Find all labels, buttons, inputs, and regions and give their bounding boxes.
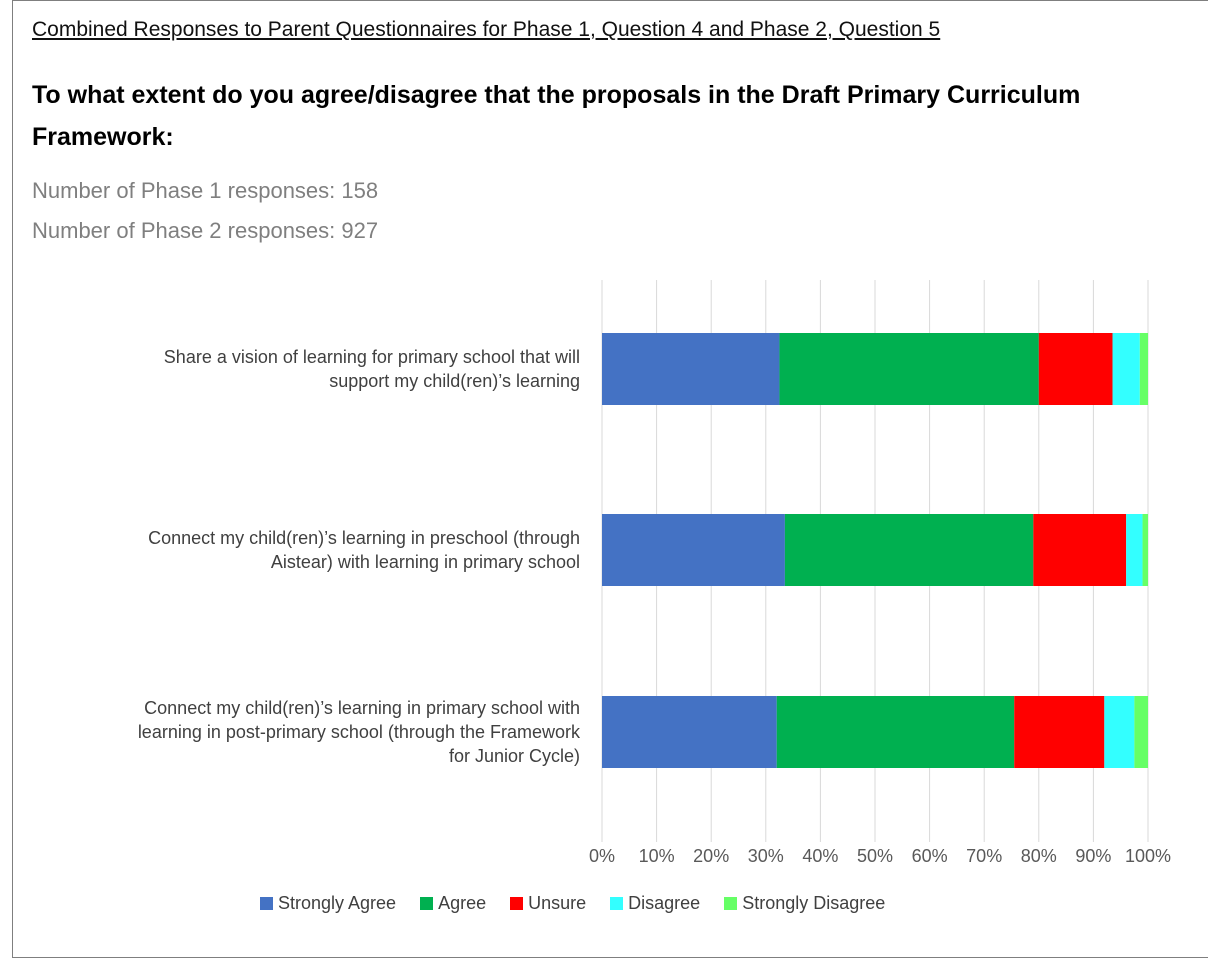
x-tick-label: 0%	[589, 846, 615, 866]
legend-swatch	[260, 897, 273, 910]
phase2-count: Number of Phase 2 responses: 927	[32, 218, 379, 243]
bar-1-1	[784, 514, 1034, 586]
bar-2-1	[776, 696, 1015, 768]
bar-0-3	[1112, 333, 1140, 405]
legend-item: Strongly Disagree	[724, 893, 885, 914]
legend-swatch	[510, 897, 524, 910]
bar-1-4	[1142, 514, 1148, 586]
x-tick-label: 80%	[1021, 846, 1057, 866]
chart-legend: Strongly Agree Agree Unsure Disagree Strongl…	[260, 893, 909, 914]
x-tick-label: 90%	[1075, 846, 1111, 866]
bar-1-0	[602, 514, 785, 586]
bar-0-2	[1038, 333, 1113, 405]
bar-1-2	[1033, 514, 1127, 586]
legend-label: Unsure	[528, 893, 587, 913]
bar-1-3	[1126, 514, 1143, 586]
legend-label: Strongly Disagree	[742, 893, 886, 913]
x-tick-label: 100%	[1125, 846, 1171, 866]
x-tick-label: 40%	[802, 846, 838, 866]
legend-label: Agree	[438, 893, 487, 913]
bar-0-1	[779, 333, 1039, 405]
x-tick-label: 60%	[912, 846, 948, 866]
category-label: Connect my child(ren)’s learning in pres…	[148, 528, 580, 572]
bar-2-3	[1104, 696, 1135, 768]
legend-item: Agree	[420, 893, 486, 914]
legend-swatch	[724, 897, 738, 910]
x-tick-label: 70%	[966, 846, 1002, 866]
bar-2-0	[602, 696, 777, 768]
legend-item: Unsure	[510, 893, 586, 914]
bar-0-0	[602, 333, 780, 405]
legend-item: Strongly Agree	[260, 893, 396, 914]
legend-label: Strongly Agree	[278, 893, 397, 913]
legend-item: Disagree	[610, 893, 700, 914]
question-title: To what extent do you agree/disagree tha…	[32, 81, 1081, 151]
legend-swatch	[610, 897, 624, 910]
phase1-count: Number of Phase 1 responses: 158	[32, 178, 379, 203]
chart-frame	[12, 0, 1208, 958]
bar-2-2	[1014, 696, 1105, 768]
category-label: Connect my child(ren)’s learning in prim…	[138, 698, 581, 766]
x-tick-label: 30%	[748, 846, 784, 866]
bar-0-4	[1139, 333, 1148, 405]
category-label: Share a vision of learning for primary s…	[164, 347, 580, 391]
legend-label: Disagree	[628, 893, 701, 913]
x-tick-label: 50%	[857, 846, 893, 866]
legend-swatch	[420, 897, 434, 910]
bar-2-4	[1134, 696, 1148, 768]
x-tick-label: 20%	[693, 846, 729, 866]
x-tick-label: 10%	[639, 846, 675, 866]
chart-caption: Combined Responses to Parent Questionnai…	[32, 18, 941, 41]
